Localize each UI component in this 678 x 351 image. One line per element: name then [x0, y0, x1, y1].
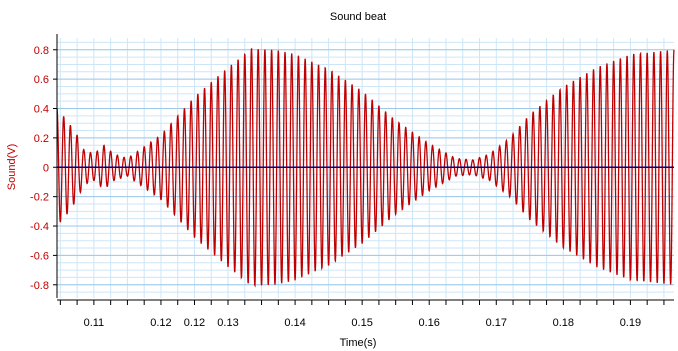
x-tick-label: 0.19 [620, 317, 641, 329]
chart-title: Sound beat [330, 11, 386, 23]
plot-area [56, 47, 675, 288]
x-tick-label: 0.12 [150, 317, 171, 329]
y-tick-label: 0 [43, 162, 49, 174]
series-waveform [56, 47, 675, 288]
x-tick-label: 0.15 [351, 317, 372, 329]
x-axis-label: Time(s) [340, 337, 377, 349]
y-tick-label: 0.2 [34, 133, 49, 145]
x-tick-label: 0.12 [184, 317, 205, 329]
y-tick-label: -0.6 [30, 250, 49, 262]
y-tick-label: -0.2 [30, 192, 49, 204]
y-axis-label: Sound(V) [6, 144, 18, 190]
x-tick-label: 0.16 [419, 317, 440, 329]
y-tick-label: 0.8 [34, 45, 49, 57]
x-tick-label: 0.17 [486, 317, 507, 329]
x-tick-label: 0.11 [84, 317, 105, 329]
y-tick-label: 0.4 [34, 104, 49, 116]
axes: 0.8 0.6 0.4 0.2 0 -0.2 -0.4 -0.6 -0.8 0.11 0.12 0.1… [30, 34, 674, 329]
x-tick-label: 0.18 [553, 317, 574, 329]
y-tick-label: 0.6 [34, 74, 49, 86]
x-tick-label: 0.13 [217, 317, 238, 329]
x-tick-label: 0.14 [284, 317, 305, 329]
y-tick-label: -0.8 [30, 280, 49, 292]
y-tick-label: -0.4 [30, 221, 49, 233]
